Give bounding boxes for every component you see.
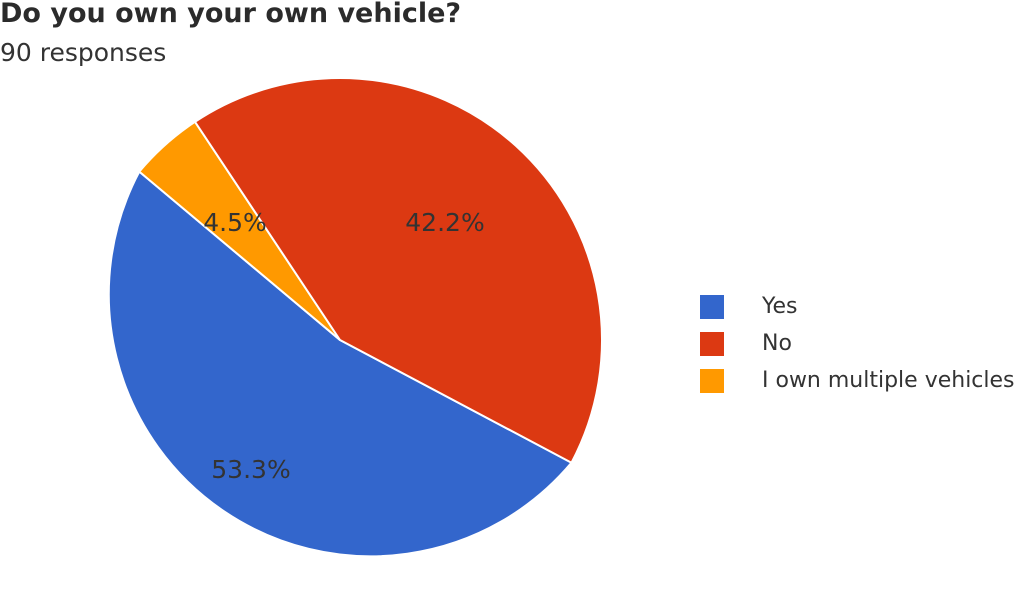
- legend-swatch-icon: [700, 368, 724, 393]
- legend-label: No: [762, 331, 792, 356]
- legend-item-no[interactable]: No: [700, 325, 1015, 362]
- legend-item-yes[interactable]: Yes: [700, 288, 1015, 325]
- slice-no[interactable]: [193, 77, 603, 465]
- legend-swatch-icon: [700, 294, 724, 319]
- slice-label-multiple: 4.5%: [203, 208, 267, 237]
- slice-label-yes: 53.3%: [211, 455, 290, 484]
- chart-legend: Yes No I own multiple vehicles: [700, 288, 1015, 399]
- slice-label-no: 42.2%: [405, 208, 484, 237]
- legend-label: Yes: [762, 294, 798, 319]
- legend-label: I own multiple vehicles: [762, 368, 1015, 393]
- chart-title: Do you own your own vehicle?: [0, 0, 462, 29]
- legend-swatch-icon: [700, 331, 724, 356]
- legend-item-multiple[interactable]: I own multiple vehicles: [700, 362, 1015, 399]
- slice-yes[interactable]: [107, 170, 574, 558]
- response-count: 90 responses: [0, 38, 167, 67]
